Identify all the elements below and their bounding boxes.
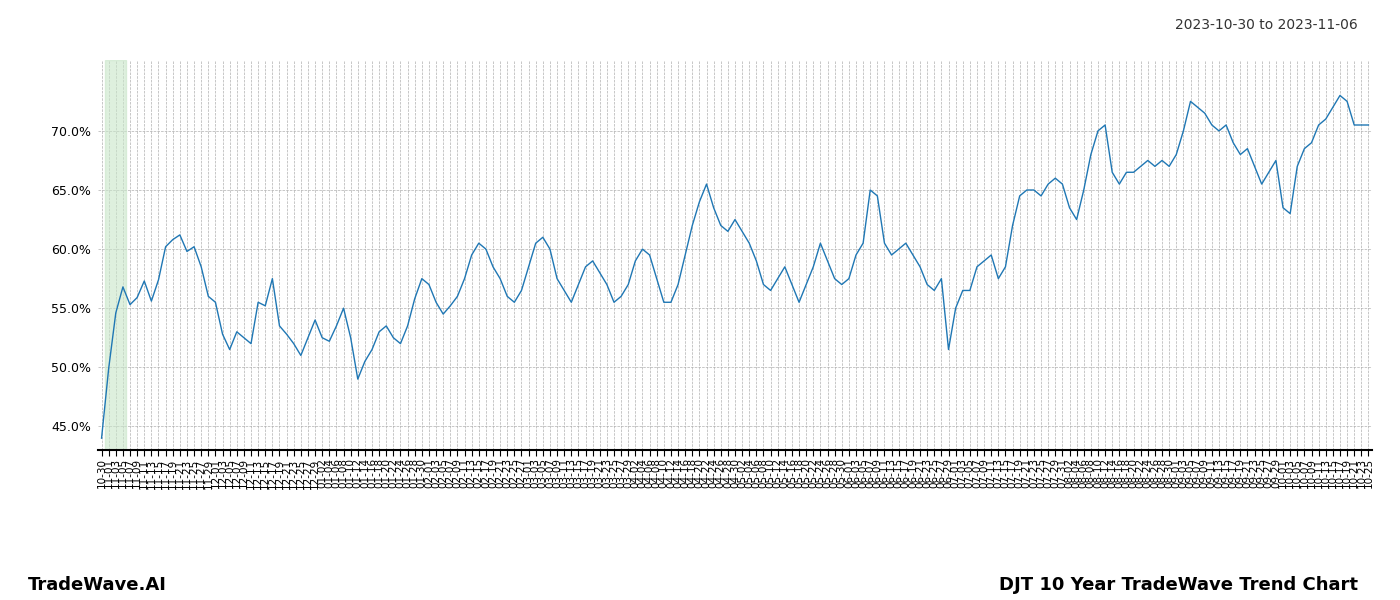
Text: 2023-10-30 to 2023-11-06: 2023-10-30 to 2023-11-06 — [1175, 18, 1358, 32]
Text: DJT 10 Year TradeWave Trend Chart: DJT 10 Year TradeWave Trend Chart — [1000, 576, 1358, 594]
Bar — [105, 60, 126, 450]
Text: TradeWave.AI: TradeWave.AI — [28, 576, 167, 594]
